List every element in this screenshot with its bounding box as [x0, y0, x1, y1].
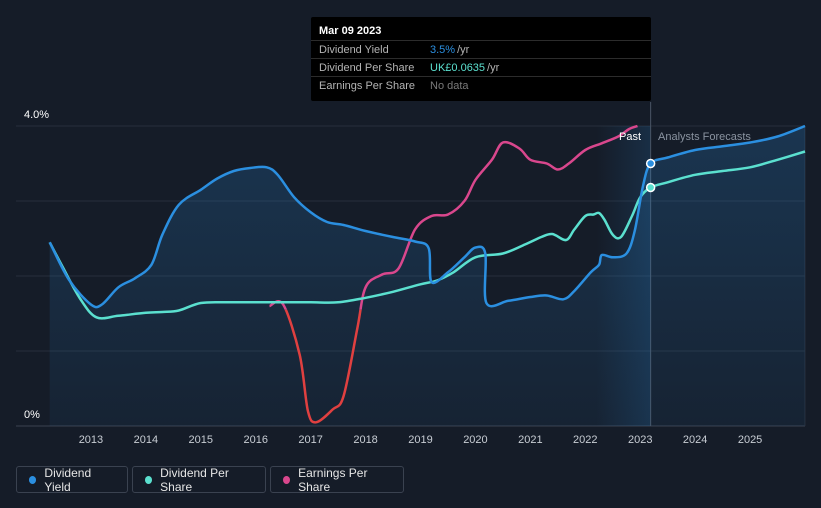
- forecast-region-label: Analysts Forecasts: [658, 131, 751, 143]
- x-tick-label: 2021: [518, 434, 542, 446]
- dividend-per-share-marker: [645, 182, 656, 193]
- data-tooltip: Mar 09 2023 Dividend Yield 3.5%/yr Divid…: [311, 17, 651, 101]
- legend-label: Dividend Yield: [44, 465, 92, 494]
- legend-label: Earnings Per Share: [298, 465, 368, 494]
- dividend-yield-marker: [645, 158, 656, 169]
- x-tick-label: 2023: [628, 434, 652, 446]
- tooltip-label: Earnings Per Share: [319, 80, 415, 92]
- tooltip-row-earnings-per-share: Earnings Per Share No data: [311, 76, 651, 94]
- legend-dot-icon: [145, 475, 153, 484]
- tooltip-value: UK£0.0635/yr: [430, 62, 500, 74]
- tooltip-date: Mar 09 2023: [319, 25, 382, 37]
- past-region-label: Past: [619, 131, 642, 143]
- legend-item-dividend-per-share[interactable]: Dividend Per Share: [132, 465, 266, 494]
- x-tick-label: 2025: [738, 434, 762, 446]
- tooltip-row-dividend-per-share: Dividend Per Share UK£0.0635/yr: [311, 58, 651, 76]
- x-tick-label: 2015: [189, 434, 213, 446]
- x-tick-label: 2020: [463, 434, 487, 446]
- x-tick-label: 2016: [243, 434, 267, 446]
- x-tick-label: 2014: [134, 434, 158, 446]
- x-tick-label: 2013: [79, 434, 103, 446]
- tooltip-label: Dividend Yield: [319, 44, 389, 56]
- tooltip-value: No data: [430, 80, 469, 92]
- tooltip-label: Dividend Per Share: [319, 62, 415, 74]
- x-tick-label: 2022: [573, 434, 597, 446]
- tooltip-value: 3.5%/yr: [430, 44, 470, 56]
- x-tick-label: 2024: [683, 434, 707, 446]
- tooltip-row-dividend-yield: Dividend Yield 3.5%/yr: [311, 40, 651, 58]
- x-tick-label: 2017: [298, 434, 322, 446]
- legend-item-dividend-yield[interactable]: Dividend Yield: [16, 465, 128, 494]
- legend-label: Dividend Per Share: [160, 465, 229, 494]
- y-tick-label: 0%: [24, 409, 40, 421]
- earnings-per-share-line-negative: [284, 309, 362, 424]
- x-tick-label: 2019: [408, 434, 432, 446]
- earnings-per-share-line: [268, 124, 638, 310]
- legend-dot-icon: [283, 475, 291, 484]
- y-tick-label: 4.0%: [24, 109, 49, 121]
- legend-dot-icon: [29, 475, 37, 484]
- dividend-yield-line: [48, 124, 806, 309]
- x-tick-label: 2018: [353, 434, 377, 446]
- legend-item-earnings-per-share[interactable]: Earnings Per Share: [270, 465, 404, 494]
- dividend-per-share-line: [48, 150, 806, 320]
- dividend-yield-area: [49, 126, 805, 426]
